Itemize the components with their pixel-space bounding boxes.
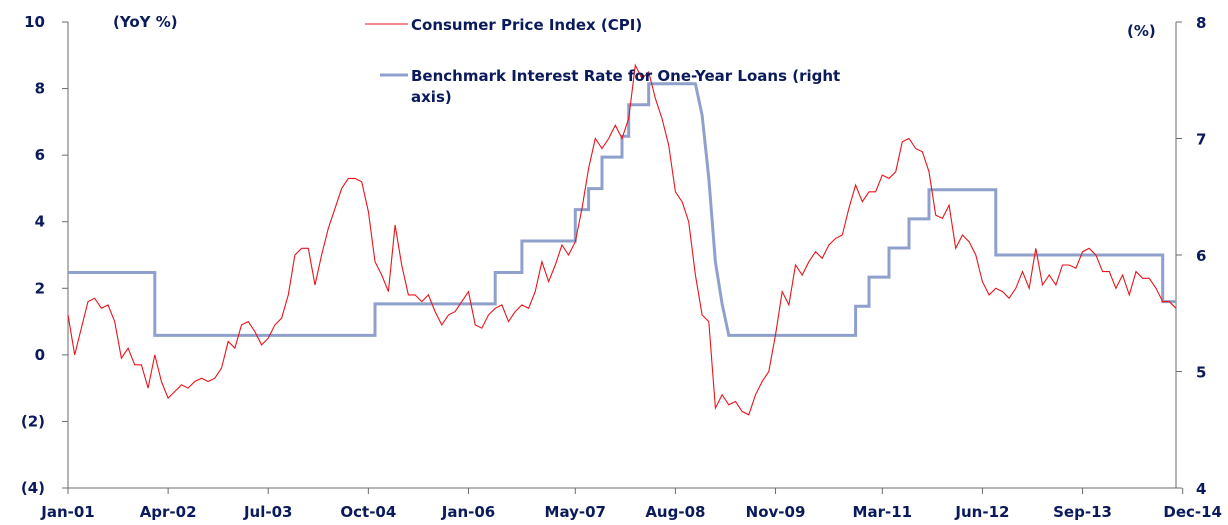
right-tick-label: 4	[1196, 480, 1206, 498]
x-tick-label: Nov-09	[746, 503, 806, 521]
axes: (4) (2) 0 2 4 6 8 10 4 5 6 7 8 Jan-01 Apr-02 Jul-03 Oct-…	[21, 13, 1222, 521]
x-tick-label: Jun-12	[954, 503, 1009, 521]
legend: Consumer Price Index (CPI) Benchmark Int…	[365, 16, 845, 106]
cpi-line	[67, 63, 1177, 416]
x-tick-label: Aug-08	[645, 503, 705, 521]
x-tick-label: Sep-13	[1053, 503, 1112, 521]
right-axis-unit: (%)	[1127, 22, 1156, 40]
left-tick-label: (2)	[21, 412, 45, 430]
left-tick-label: 0	[35, 346, 45, 364]
x-tick-label: Mar-11	[853, 503, 913, 521]
x-tick-label: Dec-14	[1163, 503, 1222, 521]
x-tick-label: Jul-03	[243, 503, 293, 521]
right-tick-label: 5	[1196, 364, 1206, 382]
x-tick-label: May-07	[545, 503, 606, 521]
left-axis-unit: (YoY %)	[113, 13, 178, 31]
x-tick-label: Jan-06	[441, 503, 495, 521]
legend-label-cpi: Consumer Price Index (CPI)	[411, 16, 642, 34]
left-tick-label: 10	[24, 13, 45, 31]
left-tick-label: 8	[35, 80, 45, 98]
x-tick-label: Apr-02	[140, 503, 197, 521]
series-lines	[67, 63, 1177, 416]
right-tick-label: 8	[1196, 14, 1206, 32]
legend-label-interest-rate-line1: Benchmark Interest Rate for One-Year Loa…	[411, 67, 840, 85]
interest-rate-line	[68, 82, 1176, 337]
left-tick-label: 4	[35, 213, 45, 231]
left-tick-label: 6	[35, 146, 45, 164]
right-tick-label: 7	[1196, 131, 1206, 149]
x-tick-label: Jan-01	[40, 503, 94, 521]
left-tick-label: 2	[35, 279, 45, 297]
legend-label-interest-rate: Benchmark Interest Rate for One-Year Loa…	[411, 67, 845, 106]
x-tick-label: Oct-04	[340, 503, 396, 521]
right-tick-label: 6	[1196, 247, 1206, 265]
left-tick-label: (4)	[21, 479, 45, 497]
legend-label-interest-rate-line2: axis)	[411, 88, 452, 106]
